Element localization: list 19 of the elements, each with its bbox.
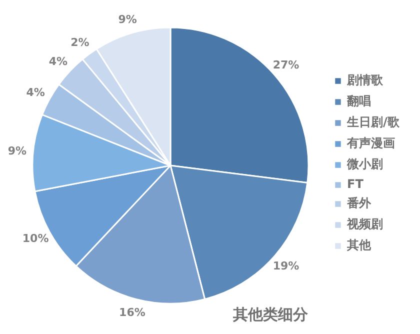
legend-label: 剧情歌 [347, 72, 383, 89]
data-label: 4% [26, 86, 45, 99]
data-label: 9% [118, 13, 137, 26]
data-label: 9% [8, 144, 27, 158]
data-label: 2% [70, 36, 90, 50]
data-label: 16% [119, 306, 146, 320]
data-label: 4% [48, 54, 68, 68]
data-label: 10% [22, 232, 49, 246]
data-label: 27% [272, 58, 300, 72]
legend-label: 其他 [347, 237, 371, 254]
legend-label: 视频剧 [347, 216, 383, 233]
legend-label: 生日剧/歌 [347, 114, 400, 131]
data-label: 19% [272, 260, 300, 273]
legend-label: FT [347, 177, 364, 191]
legend-label: 番外 [347, 195, 371, 212]
legend-label: 有声漫画 [347, 135, 395, 152]
text: 其他类细分 [232, 306, 309, 324]
legend-label: 微小剧 [347, 156, 383, 173]
legend-label: 翻唱 [347, 93, 371, 110]
